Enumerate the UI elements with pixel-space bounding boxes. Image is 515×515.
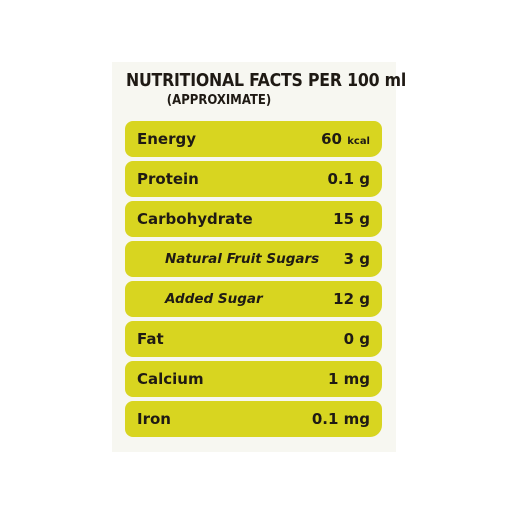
nutrient-label: Calcium <box>137 370 204 388</box>
nutrient-row-protein: Protein 0.1 g <box>125 161 382 197</box>
nutrient-label: Iron <box>137 410 171 428</box>
nutrient-label: Added Sugar <box>165 291 263 307</box>
nutrient-row-added-sugar: Added Sugar 12 g <box>125 281 382 317</box>
nutrient-label: Protein <box>137 170 199 188</box>
nutrition-rows: Energy 60 kcal Protein 0.1 g Carbohydrat… <box>125 121 382 441</box>
nutrient-row-carbohydrate: Carbohydrate 15 g <box>125 201 382 237</box>
nutrient-label: Natural Fruit Sugars <box>165 251 320 267</box>
table-title: NUTRITIONAL FACTS PER 100 ml <box>126 71 406 91</box>
nutrient-value: 0.1 mg <box>311 410 370 428</box>
title-part-2: FACTS PER 100 ml <box>249 71 407 91</box>
table-subtitle: (APPROXIMATE) <box>166 93 272 108</box>
title-part-1: NUTRITIONAL <box>126 71 250 91</box>
nutrient-row-natural-fruit-sugars: Natural Fruit Sugars 3 g <box>125 241 382 277</box>
nutrient-label: Fat <box>137 330 164 348</box>
nutrient-value: 1 mg <box>327 370 370 388</box>
energy-amount: 60 <box>321 130 342 148</box>
energy-unit: kcal <box>347 136 370 147</box>
nutrient-row-calcium: Calcium 1 mg <box>125 361 382 397</box>
nutrient-value: 12 g <box>333 290 370 308</box>
nutrient-value: 15 g <box>333 210 370 228</box>
nutrient-row-fat: Fat 0 g <box>125 321 382 357</box>
nutrient-value: 0.1 g <box>327 170 370 188</box>
nutrient-row-iron: Iron 0.1 mg <box>125 401 382 437</box>
nutrient-value: 0 g <box>343 330 370 348</box>
nutrient-label: Carbohydrate <box>137 210 253 228</box>
nutrient-value: 3 g <box>343 250 370 268</box>
nutrient-label: Energy <box>137 130 197 148</box>
nutrient-value: 60 kcal <box>321 121 370 160</box>
nutrient-row-energy: Energy 60 kcal <box>125 121 382 157</box>
